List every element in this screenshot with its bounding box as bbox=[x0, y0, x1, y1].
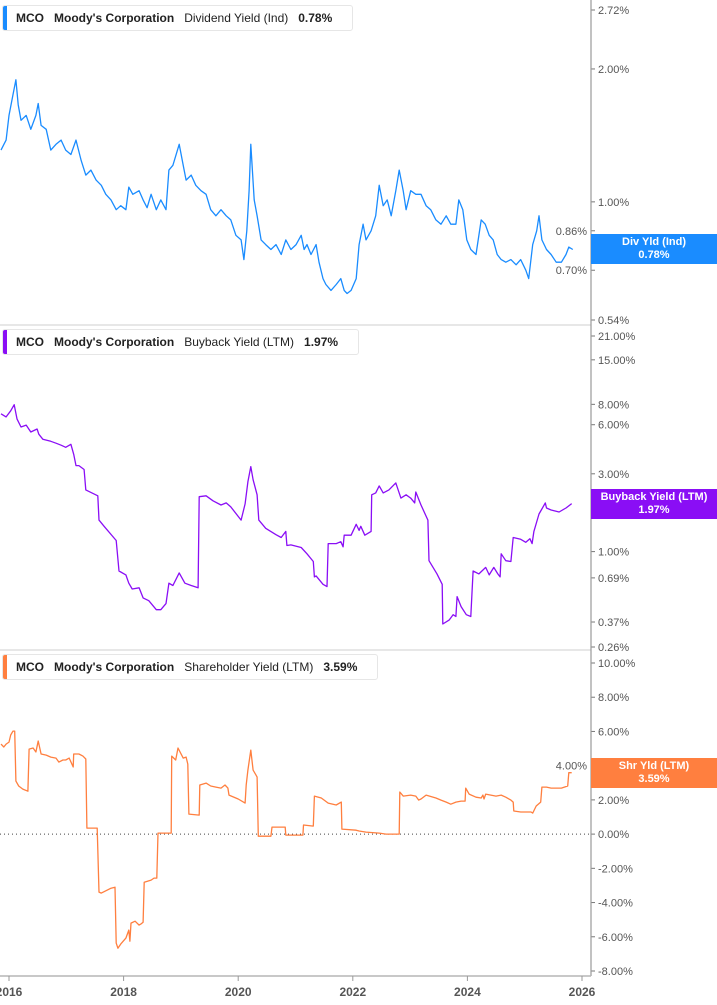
metric-value: 0.78% bbox=[298, 11, 333, 25]
y-tick-label: 1.00% bbox=[598, 197, 629, 209]
badge-value: 1.97% bbox=[638, 504, 670, 516]
ticker: MCO bbox=[16, 335, 44, 349]
x-tick-label: 2016 bbox=[0, 985, 23, 999]
x-tick-label: 2024 bbox=[454, 985, 481, 999]
panel-header-buyback: MCO Moody's Corporation Buyback Yield (L… bbox=[2, 329, 360, 355]
metric-name: Dividend Yield (Ind) bbox=[184, 11, 289, 25]
y-tick-label: 6.00% bbox=[598, 726, 629, 738]
y-tick-label: 0.54% bbox=[598, 315, 629, 327]
y-tick-label: 10.00% bbox=[598, 658, 636, 670]
series-line-1 bbox=[0, 79, 574, 295]
last-value-badge-dividend: Div Yld (Ind) 0.78% bbox=[591, 234, 717, 264]
y-tick-label: 0.26% bbox=[598, 642, 629, 654]
badge-label: Shr Yld (LTM) bbox=[618, 760, 690, 772]
badge-label: Buyback Yield (LTM) bbox=[600, 491, 708, 503]
y-tick-label: 4.00% bbox=[556, 761, 587, 773]
ticker: MCO bbox=[16, 660, 44, 674]
y-tick-label: 1.00% bbox=[598, 547, 629, 559]
series-color-bar bbox=[3, 330, 7, 354]
company-name: Moody's Corporation bbox=[54, 335, 175, 349]
x-tick-label: 2018 bbox=[110, 985, 137, 999]
y-tick-label: 8.00% bbox=[598, 399, 629, 411]
y-tick-label: -6.00% bbox=[598, 932, 633, 944]
y-tick-label: 0.00% bbox=[598, 829, 629, 841]
y-tick-label: 21.00% bbox=[598, 331, 636, 343]
last-value-badge-buyback: Buyback Yield (LTM) 1.97% bbox=[591, 489, 717, 519]
metric-name: Shareholder Yield (LTM) bbox=[184, 660, 314, 674]
panel-header-shareholder: MCO Moody's Corporation Shareholder Yiel… bbox=[2, 654, 379, 680]
metric-name: Buyback Yield (LTM) bbox=[184, 335, 295, 349]
y-tick-label: 0.69% bbox=[598, 573, 629, 585]
y-tick-label: 6.00% bbox=[598, 420, 629, 432]
series-color-bar bbox=[3, 6, 7, 30]
last-value-badge-shareholder: Shr Yld (LTM) 3.59% bbox=[591, 758, 717, 788]
ticker: MCO bbox=[16, 11, 44, 25]
panel-header-dividend: MCO Moody's Corporation Dividend Yield (… bbox=[2, 5, 354, 31]
series-line-3 bbox=[0, 730, 572, 949]
y-tick-label: 2.00% bbox=[598, 795, 629, 807]
badge-value: 0.78% bbox=[638, 249, 670, 261]
company-name: Moody's Corporation bbox=[54, 11, 175, 25]
y-tick-label: -2.00% bbox=[598, 863, 633, 875]
series-color-bar bbox=[3, 655, 7, 679]
y-tick-label: 0.37% bbox=[598, 617, 629, 629]
y-tick-label: 0.70% bbox=[556, 265, 587, 277]
series-line-2 bbox=[0, 404, 573, 625]
x-tick-label: 2022 bbox=[339, 985, 366, 999]
badge-value: 3.59% bbox=[638, 773, 670, 785]
y-tick-label: 15.00% bbox=[598, 355, 636, 367]
y-tick-label: -8.00% bbox=[598, 966, 633, 978]
y-tick-label: 0.86% bbox=[556, 226, 587, 238]
y-tick-label: 3.00% bbox=[598, 469, 629, 481]
company-name: Moody's Corporation bbox=[54, 660, 175, 674]
x-tick-label: 2020 bbox=[225, 985, 252, 999]
x-tick-label: 2026 bbox=[569, 985, 596, 999]
y-tick-label: 2.00% bbox=[598, 64, 629, 76]
y-tick-label: -4.00% bbox=[598, 898, 633, 910]
y-tick-label: 2.72% bbox=[598, 5, 629, 17]
y-tick-label: 8.00% bbox=[598, 692, 629, 704]
metric-value: 1.97% bbox=[304, 335, 339, 349]
badge-label: Div Yld (Ind) bbox=[622, 236, 686, 248]
metric-value: 3.59% bbox=[323, 660, 358, 674]
